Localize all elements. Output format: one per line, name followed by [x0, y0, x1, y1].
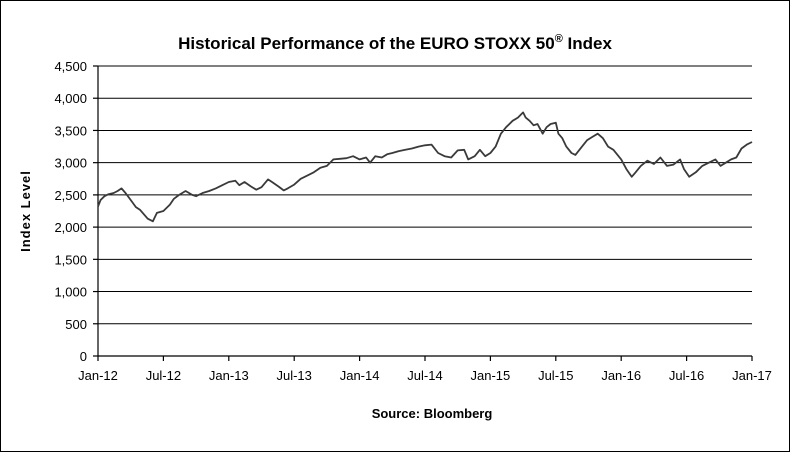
x-tick-label: Jan-14 — [340, 368, 380, 383]
y-tick-label: 4,500 — [54, 59, 87, 74]
x-tick-label: Jan-17 — [732, 368, 772, 383]
x-tick-label: Jul-16 — [669, 368, 704, 383]
y-tick-label: 4,000 — [54, 91, 87, 106]
series-line — [97, 111, 753, 223]
y-tick-label: 1,000 — [54, 285, 87, 300]
x-tick-label: Jan-16 — [601, 368, 641, 383]
source-note: Source: Bloomberg — [372, 406, 493, 421]
y-tick-label: 2,500 — [54, 188, 87, 203]
x-tick-label: Jul-15 — [538, 368, 573, 383]
x-tick-label: Jul-12 — [146, 368, 181, 383]
y-tick-label: 3,000 — [54, 156, 87, 171]
chart-title: Historical Performance of the EURO STOXX… — [178, 33, 612, 53]
x-tick-label: Jan-15 — [471, 368, 511, 383]
y-tick-label: 500 — [65, 317, 87, 332]
series-layer — [97, 111, 753, 223]
x-tick-label: Jul-13 — [276, 368, 311, 383]
x-tick-label: Jul-14 — [407, 368, 442, 383]
x-tick-label: Jan-13 — [209, 368, 249, 383]
y-tick-label: 0 — [80, 349, 87, 364]
x-axis-ticks: Jan-12 Jul-12 Jan-13 Jul-13 Jan-14 Jul-14 Jan-… — [78, 356, 772, 383]
gridlines — [98, 65, 752, 325]
y-tick-label: 3,500 — [54, 123, 87, 138]
y-tick-label: 2,000 — [54, 220, 87, 235]
y-axis-ticks: 0 500 1,000 1,500 2,000 2,500 3,000 3,500 4,000 4… — [54, 59, 98, 364]
x-tick-label: Jan-12 — [78, 368, 118, 383]
y-axis-label: Index Level — [18, 170, 33, 252]
y-tick-label: 1,500 — [54, 252, 87, 267]
